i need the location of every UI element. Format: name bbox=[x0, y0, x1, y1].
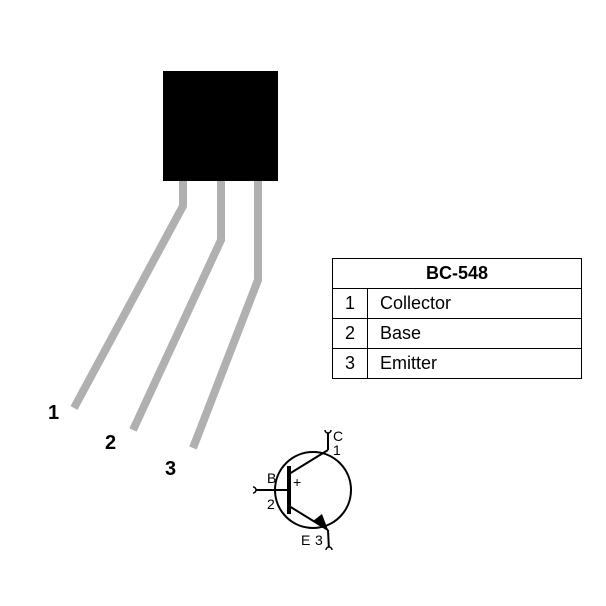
pinout-table: BC-548 1 Collector 2 Base 3 Emitter bbox=[332, 258, 582, 379]
table-row: 3 Emitter bbox=[333, 349, 582, 379]
pin-name: Base bbox=[368, 319, 582, 349]
symbol-svg bbox=[253, 430, 373, 550]
package-body bbox=[163, 71, 278, 181]
pin-num: 3 bbox=[333, 349, 368, 379]
pin-name: Emitter bbox=[368, 349, 582, 379]
terminal-base bbox=[253, 487, 256, 493]
terminal-emitter bbox=[326, 547, 332, 550]
pin-num: 1 bbox=[333, 289, 368, 319]
collector-line bbox=[289, 450, 328, 474]
pin-label-1: 1 bbox=[48, 402, 59, 425]
sym-label-B: B bbox=[267, 470, 276, 486]
sym-label-3: 3 bbox=[315, 532, 323, 548]
table-row: 1 Collector bbox=[333, 289, 582, 319]
sym-label-1: 1 bbox=[333, 442, 341, 458]
sym-label-plus: + bbox=[293, 474, 301, 490]
table-header: BC-548 bbox=[333, 259, 582, 289]
pin-name: Collector bbox=[368, 289, 582, 319]
table-row: 2 Base bbox=[333, 319, 582, 349]
sym-label-E: E bbox=[301, 532, 310, 548]
pin-num: 2 bbox=[333, 319, 368, 349]
lead-1 bbox=[74, 181, 183, 408]
lead-3 bbox=[193, 181, 258, 448]
terminal-collector bbox=[325, 430, 331, 433]
pin-label-2: 2 bbox=[105, 432, 116, 455]
schematic-symbol: B 2 C 1 E 3 + bbox=[253, 430, 373, 550]
pin-label-3: 3 bbox=[165, 458, 176, 481]
sym-label-2: 2 bbox=[267, 496, 275, 512]
